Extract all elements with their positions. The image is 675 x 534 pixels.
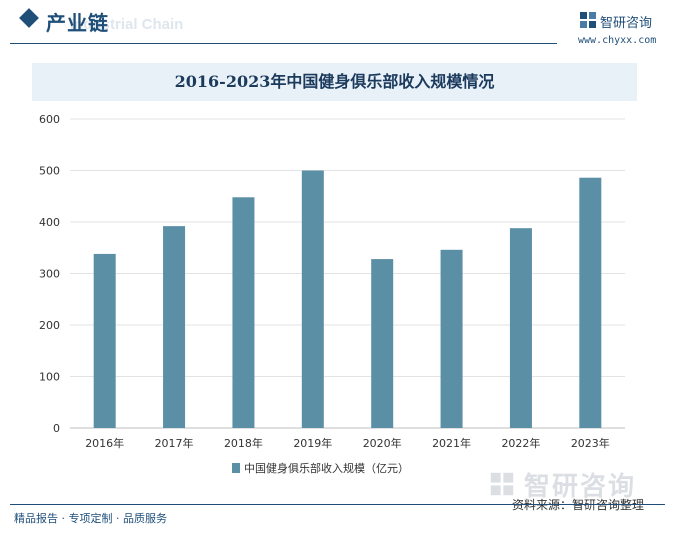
y-tick-label: 200: [39, 319, 60, 332]
y-tick-label: 500: [39, 165, 60, 178]
bar: [371, 259, 394, 428]
chart-title: 2016-2023年中国健身俱乐部收入规模情况: [174, 72, 495, 91]
x-tick-label: 2021年: [432, 436, 471, 450]
y-tick-label: 0: [53, 422, 60, 435]
y-tick-label: 600: [39, 113, 60, 126]
legend-swatch: [232, 463, 240, 473]
footer-tagline: 精品报告 · 专项定制 · 品质服务: [14, 512, 167, 525]
footer-divider: [10, 504, 665, 505]
x-tick-label: 2020年: [363, 436, 402, 450]
y-tick-label: 400: [39, 216, 60, 229]
bar: [163, 226, 186, 428]
bar: [232, 197, 255, 428]
x-tick-label: 2023年: [571, 436, 610, 450]
header-title: 产业链: [46, 11, 109, 35]
x-tick-label: 2022年: [501, 436, 540, 450]
bar: [93, 253, 116, 428]
brand-url: www.chyxx.com: [578, 35, 657, 46]
footer-watermark: 智研咨询: [488, 466, 668, 506]
x-tick-label: 2018年: [224, 436, 263, 450]
chart-title-band: 2016-2023年中国健身俱乐部收入规模情况: [32, 63, 637, 101]
brand-logo-icon: [580, 12, 596, 28]
bar: [301, 170, 324, 428]
y-tick-label: 300: [39, 268, 60, 281]
brand-name: 智研咨询: [600, 16, 653, 31]
header-divider: [10, 43, 557, 44]
x-tick-label: 2016年: [85, 436, 124, 450]
y-tick-label: 100: [39, 371, 60, 384]
page-header: Industrial Chain 产业链: [0, 0, 675, 50]
watermark-logo-icon: [490, 472, 514, 496]
header-watermark: Industrial Chain: [70, 16, 184, 33]
bar: [440, 249, 463, 428]
bar: [509, 228, 532, 428]
x-tick-label: 2019年: [293, 436, 332, 450]
legend-label: 中国健身俱乐部收入规模（亿元）: [244, 461, 409, 475]
watermark-text: 智研咨询: [524, 472, 637, 502]
data-source: 资料来源：智研咨询整理: [512, 498, 645, 512]
brand-block: 智研咨询 www.chyxx.com: [578, 10, 670, 50]
bar: [579, 177, 602, 428]
x-tick-label: 2017年: [155, 436, 194, 450]
